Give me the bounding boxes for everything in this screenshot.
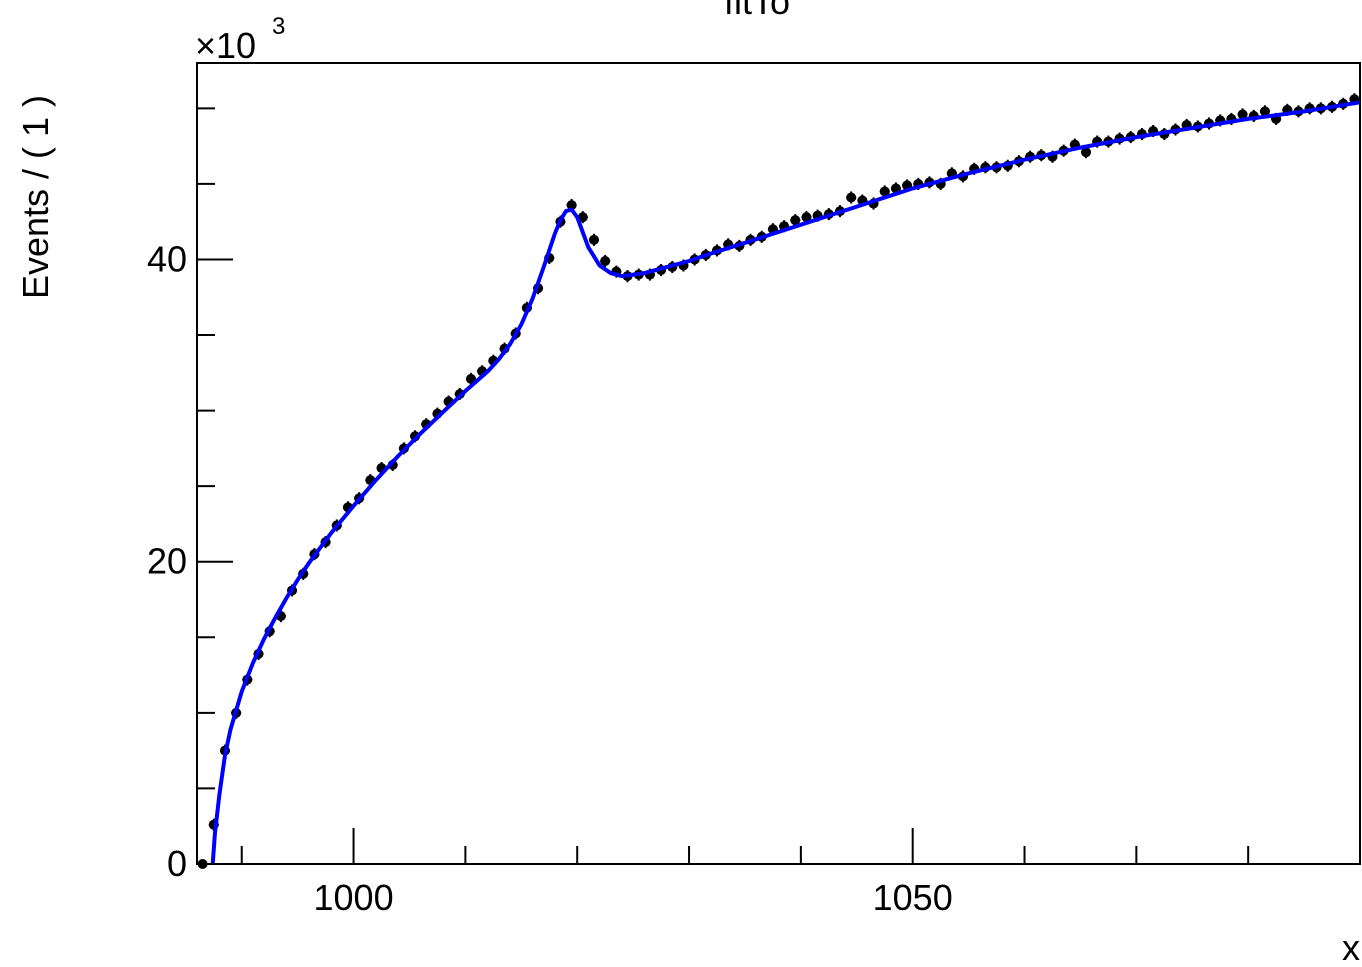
chart-title: fitTo [724,0,790,22]
y-multiplier-exponent: 3 [272,13,285,40]
data-point [600,254,611,268]
marker [801,212,812,223]
marker [588,234,599,245]
data-point [801,211,812,224]
y-tick-label: 20 [147,541,187,582]
marker [790,215,801,226]
marker [577,212,588,223]
data-point [1081,146,1092,159]
fit-curve [210,100,1361,865]
marker [879,186,890,197]
y-axis-label: Events / ( 1 ) [15,95,56,299]
marker [846,192,857,203]
marker [1259,106,1270,117]
x-tick-label: 1000 [314,877,394,918]
y-tick-label: 0 [167,843,187,884]
marker [890,183,901,194]
plot-frame [196,62,1361,865]
y-axis-multiplier: ×10 3 [195,13,285,66]
y-multiplier-base: ×10 [195,25,256,66]
data-point [846,191,857,204]
axis-tick-labels: 0 20 40 1000 1050 [147,238,953,918]
data-point [566,199,577,212]
data-points [197,93,1360,869]
marker [1081,147,1092,158]
marker [566,200,577,211]
marker [1237,109,1248,120]
data-point [577,211,588,224]
x-axis-label: x [1342,927,1360,967]
y-tick-label: 40 [147,238,187,279]
data-point [588,233,599,246]
marker [600,255,611,266]
data-point [790,214,801,227]
x-tick-label: 1050 [873,877,953,918]
